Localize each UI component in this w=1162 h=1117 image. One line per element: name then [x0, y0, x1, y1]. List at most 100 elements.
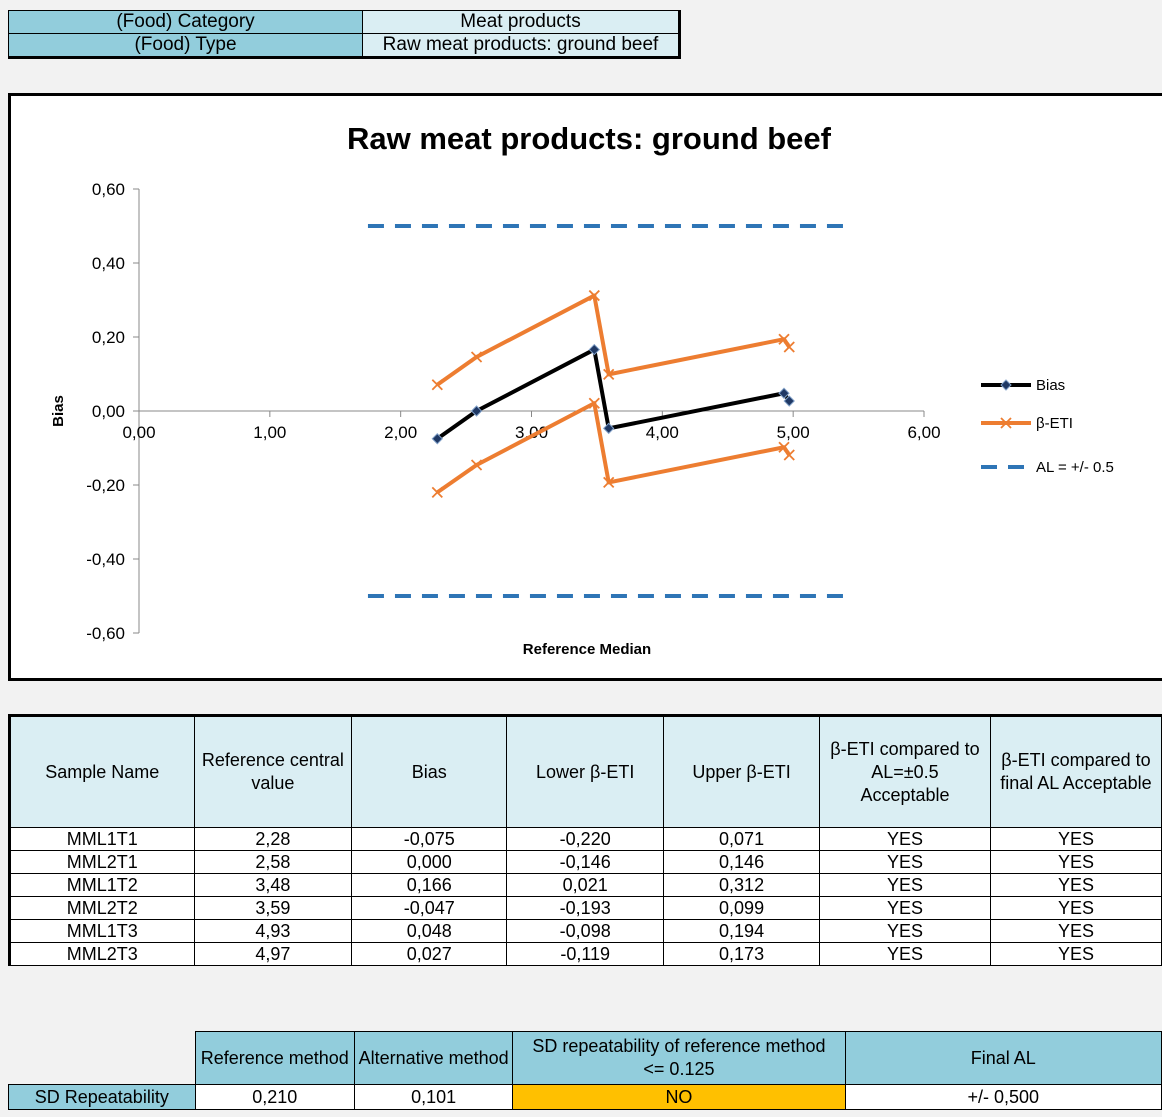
- y-tick-label: -0,40: [86, 550, 125, 569]
- cell-bias[interactable]: 0,166: [351, 873, 508, 897]
- eti-lower-point: [778, 441, 790, 453]
- cell-sample-name[interactable]: MML2T3: [9, 942, 195, 966]
- cell-eti-vs-al[interactable]: YES: [818, 873, 991, 897]
- cell-sample-name[interactable]: MML2T2: [9, 896, 195, 920]
- header-upper-beta-eti: Upper β-ETI: [663, 715, 820, 828]
- eti-upper-point: [783, 341, 795, 353]
- header-lower-beta-eti: Lower β-ETI: [506, 715, 665, 828]
- cell-eti-vs-final-al[interactable]: YES: [989, 942, 1162, 966]
- results-table: Sample Name Reference central value Bias…: [8, 714, 1162, 966]
- cell-upper-beta-eti[interactable]: 0,071: [663, 827, 820, 851]
- table-row: MML2T3 4,97 0,027 -0,119 0,173 YES YES: [9, 942, 1162, 966]
- cell-reference-central-value[interactable]: 4,97: [193, 942, 353, 966]
- header-sd-criterion: SD repeatability of reference method <= …: [512, 1031, 846, 1085]
- chart-area[interactable]: Raw meat products: ground beef 0,60 0,40 0,…: [8, 93, 1162, 681]
- bias-point: [431, 433, 444, 445]
- category-label: (Food) Category: [8, 10, 363, 34]
- cell-bias[interactable]: 0,027: [351, 942, 508, 966]
- x-tick-label: 4,00: [646, 423, 679, 442]
- bias-point: [783, 395, 795, 407]
- x-tick-label: 5,00: [777, 423, 810, 442]
- cell-reference-central-value[interactable]: 2,58: [193, 850, 353, 874]
- table-row: MML1T3 4,93 0,048 -0,098 0,194 YES YES: [9, 919, 1162, 943]
- final-al-value[interactable]: +/- 0,500: [844, 1084, 1162, 1110]
- y-tick-label: 0,40: [92, 254, 125, 273]
- sd-repeatability-label: SD Repeatability: [8, 1084, 196, 1110]
- cell-reference-central-value[interactable]: 3,59: [193, 896, 353, 920]
- sd-criterion-result[interactable]: NO: [512, 1084, 846, 1110]
- cell-eti-vs-final-al[interactable]: YES: [989, 850, 1162, 874]
- x-tick-label: 1,00: [253, 423, 286, 442]
- cell-upper-beta-eti[interactable]: 0,194: [663, 919, 820, 943]
- x-tick-label: 2,00: [384, 423, 417, 442]
- repeatability-header-row: Reference method Alternative method SD r…: [9, 1031, 1162, 1085]
- cell-eti-vs-al[interactable]: YES: [818, 919, 991, 943]
- cell-lower-beta-eti[interactable]: -0,220: [506, 827, 665, 851]
- header-sample-name: Sample Name: [9, 715, 195, 828]
- cell-bias[interactable]: 0,000: [351, 850, 508, 874]
- cell-eti-vs-final-al[interactable]: YES: [989, 919, 1162, 943]
- cell-eti-vs-al[interactable]: YES: [818, 942, 991, 966]
- eti-upper-point: [470, 351, 483, 363]
- cell-upper-beta-eti[interactable]: 0,312: [663, 873, 820, 897]
- y-axis-title: Bias: [50, 395, 67, 427]
- cell-bias[interactable]: 0,048: [351, 919, 508, 943]
- cell-reference-central-value[interactable]: 2,28: [193, 827, 353, 851]
- food-info-table: (Food) Category Meat products (Food) Typ…: [8, 10, 681, 59]
- legend-bias-label: Bias: [1036, 377, 1065, 394]
- cell-lower-beta-eti[interactable]: -0,146: [506, 850, 665, 874]
- repeatability-table: Reference method Alternative method SD r…: [8, 1031, 1162, 1110]
- bias-line: [436, 347, 791, 441]
- header-bias: Bias: [351, 715, 508, 828]
- category-value[interactable]: Meat products: [362, 10, 680, 34]
- y-tick-label: 0,60: [92, 180, 125, 199]
- cell-reference-central-value[interactable]: 4,93: [193, 919, 353, 943]
- bias-point: [588, 343, 601, 356]
- x-tick-label: 6,00: [907, 423, 940, 442]
- type-label: (Food) Type: [8, 33, 363, 58]
- y-tick-label: 0,20: [92, 328, 125, 347]
- cell-lower-beta-eti[interactable]: -0,193: [506, 896, 665, 920]
- alternative-method-value[interactable]: 0,101: [353, 1084, 514, 1110]
- header-eti-vs-final-al: β-ETI compared to final AL Acceptable: [989, 715, 1162, 828]
- cell-sample-name[interactable]: MML2T1: [9, 850, 195, 874]
- repeatability-row: SD Repeatability 0,210 0,101 NO +/- 0,50…: [8, 1084, 1162, 1110]
- cell-eti-vs-al[interactable]: YES: [818, 896, 991, 920]
- cell-eti-vs-final-al[interactable]: YES: [989, 827, 1162, 851]
- cell-eti-vs-al[interactable]: YES: [818, 850, 991, 874]
- legend-eti-marker: [1000, 417, 1012, 429]
- cell-sample-name[interactable]: MML1T2: [9, 873, 195, 897]
- cell-upper-beta-eti[interactable]: 0,099: [663, 896, 820, 920]
- cell-eti-vs-final-al[interactable]: YES: [989, 896, 1162, 920]
- eti-upper-point: [431, 379, 443, 391]
- cell-upper-beta-eti[interactable]: 0,173: [663, 942, 820, 966]
- cell-bias[interactable]: -0,075: [351, 827, 508, 851]
- category-row: (Food) Category Meat products: [8, 10, 680, 34]
- cell-sample-name[interactable]: MML1T1: [9, 827, 195, 851]
- eti-upper-line: [436, 293, 791, 387]
- cell-lower-beta-eti[interactable]: 0,021: [506, 873, 665, 897]
- results-header-row: Sample Name Reference central value Bias…: [9, 715, 1162, 828]
- type-value[interactable]: Raw meat products: ground beef: [362, 33, 680, 58]
- reference-method-value[interactable]: 0,210: [194, 1084, 355, 1110]
- y-tick-label: -0,20: [86, 476, 125, 495]
- header-reference-central-value: Reference central value: [193, 715, 353, 828]
- cell-bias[interactable]: -0,047: [351, 896, 508, 920]
- legend-eti-label: β-ETI: [1036, 415, 1073, 432]
- x-axis-title: Reference Median: [523, 641, 651, 658]
- table-row: MML2T1 2,58 0,000 -0,146 0,146 YES YES: [9, 850, 1162, 874]
- cell-sample-name[interactable]: MML1T3: [9, 919, 195, 943]
- table-row: MML1T2 3,48 0,166 0,021 0,312 YES YES: [9, 873, 1162, 897]
- cell-eti-vs-final-al[interactable]: YES: [989, 873, 1162, 897]
- eti-upper-point: [603, 368, 615, 381]
- cell-eti-vs-al[interactable]: YES: [818, 827, 991, 851]
- eti-upper-point: [778, 333, 790, 345]
- cell-reference-central-value[interactable]: 3,48: [193, 873, 353, 897]
- eti-lower-point: [603, 476, 615, 489]
- cell-lower-beta-eti[interactable]: -0,098: [506, 919, 665, 943]
- bias-point: [778, 387, 790, 399]
- eti-lower-point: [783, 449, 795, 461]
- cell-lower-beta-eti[interactable]: -0,119: [506, 942, 665, 966]
- legend-bias-marker: [1000, 379, 1012, 391]
- cell-upper-beta-eti[interactable]: 0,146: [663, 850, 820, 874]
